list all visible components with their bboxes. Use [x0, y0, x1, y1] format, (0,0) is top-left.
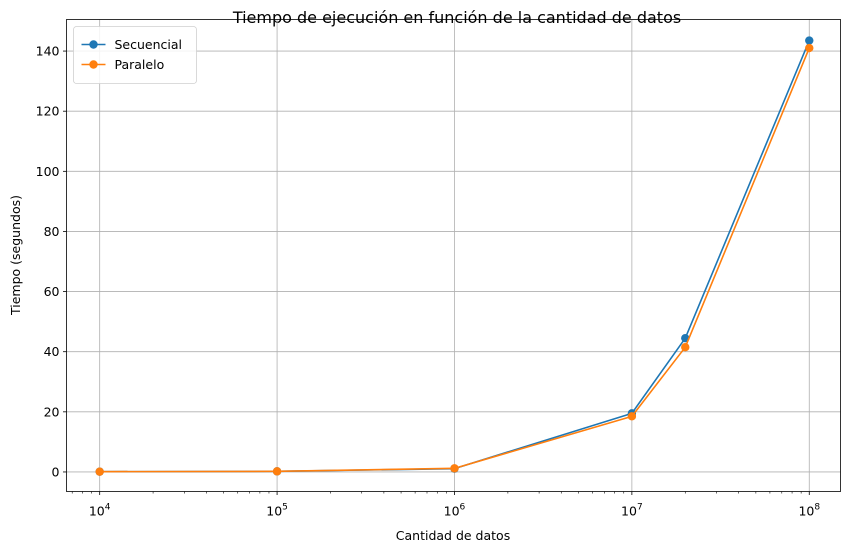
y-tick-label: 40 — [44, 344, 60, 359]
legend-box — [73, 26, 197, 84]
y-tick-label: 120 — [36, 104, 60, 119]
grid — [66, 19, 841, 492]
y-tick-label: 140 — [36, 44, 60, 59]
y-tick-label: 0 — [52, 464, 60, 479]
legend-marker — [89, 60, 98, 69]
legend: Secuencial Paralelo — [73, 26, 197, 84]
x-tick-label: 108 — [798, 503, 820, 519]
x-tick-label: 104 — [89, 503, 111, 519]
y-tick-label: 100 — [36, 164, 60, 179]
y-axis-label: Tiempo (segundos) — [8, 195, 23, 316]
data-point — [681, 342, 690, 352]
y-tick-label: 20 — [44, 404, 60, 419]
legend-label: Secuencial — [115, 37, 183, 52]
x-tick-label: 107 — [621, 503, 643, 519]
legend-marker — [89, 40, 98, 49]
data-point — [805, 43, 814, 53]
plot-frame — [66, 19, 841, 492]
data-point — [450, 464, 459, 473]
plot-lines — [95, 36, 814, 476]
data-point — [95, 467, 104, 476]
axis-ticks: 104 105 106 107 108 0 20 40 60 80 100 120 140 — [36, 44, 821, 519]
series-line — [99, 47, 810, 473]
data-point — [627, 412, 637, 421]
x-axis-label: Cantidad de datos — [396, 528, 510, 543]
x-tick-label: 106 — [444, 503, 466, 519]
chart-title: Tiempo de ejecución en función de la can… — [232, 8, 681, 27]
y-tick-label: 80 — [44, 224, 60, 239]
x-tick-label: 105 — [266, 503, 288, 519]
y-tick-label: 60 — [44, 284, 60, 299]
data-point — [272, 467, 282, 476]
legend-label: Paralelo — [115, 57, 165, 72]
data-point — [805, 36, 814, 45]
